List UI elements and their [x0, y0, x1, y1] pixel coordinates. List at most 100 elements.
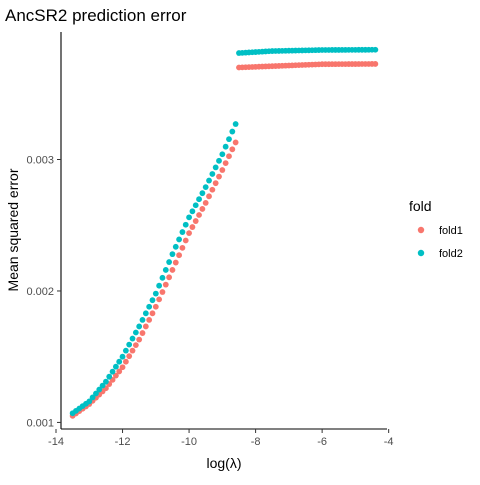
- data-point: [122, 358, 129, 365]
- legend-label-fold2: fold2: [439, 248, 463, 260]
- data-point: [159, 274, 166, 281]
- data-point: [132, 342, 139, 349]
- data-point: [206, 177, 212, 184]
- data-point: [212, 180, 219, 187]
- data-point: [136, 323, 143, 330]
- points-layer: [69, 46, 379, 419]
- data-point: [232, 121, 239, 127]
- data-point: [222, 143, 229, 150]
- chart-title: AncSR2 prediction error: [5, 6, 187, 25]
- x-tick-label: -8: [251, 436, 261, 448]
- legend-key-fold2: [417, 249, 425, 257]
- data-point: [189, 224, 196, 230]
- x-axis-ticks: -14 -12 -10 -8 -6 -4: [48, 429, 394, 448]
- data-point: [176, 252, 182, 259]
- data-point: [139, 330, 146, 336]
- data-point: [112, 363, 119, 370]
- data-point: [126, 353, 133, 360]
- data-point: [186, 230, 192, 237]
- legend: fold fold1 fold2: [409, 198, 463, 260]
- data-point: [156, 282, 163, 289]
- data-point: [129, 335, 136, 342]
- data-point: [156, 296, 163, 303]
- data-point: [192, 202, 199, 209]
- data-point: [186, 214, 192, 221]
- series-fold2: [69, 46, 379, 417]
- y-tick-label: 0.002: [26, 286, 54, 298]
- x-axis-label: log(λ): [206, 455, 241, 471]
- y-tick-label: 0.001: [26, 417, 54, 429]
- legend-key-fold1: [417, 226, 425, 234]
- data-point: [152, 290, 159, 297]
- data-point: [202, 184, 209, 191]
- data-point: [216, 157, 222, 164]
- data-point: [162, 267, 169, 273]
- data-point: [146, 316, 153, 323]
- data-point: [146, 303, 153, 310]
- legend-items: fold1 fold2: [417, 225, 463, 260]
- data-point: [229, 128, 236, 135]
- data-point: [139, 316, 146, 323]
- data-point: [159, 289, 166, 295]
- data-point: [119, 353, 126, 360]
- data-point: [372, 46, 379, 53]
- data-point: [142, 323, 149, 330]
- data-point: [172, 259, 179, 266]
- data-point: [89, 394, 96, 401]
- data-point: [162, 281, 169, 288]
- data-point: [149, 310, 156, 317]
- data-point: [116, 368, 123, 375]
- data-point: [122, 347, 129, 354]
- data-point: [106, 373, 113, 380]
- data-point: [189, 208, 196, 215]
- data-point: [226, 136, 232, 143]
- data-point: [169, 251, 176, 258]
- data-point: [372, 61, 379, 67]
- data-point: [202, 199, 209, 206]
- data-point: [182, 237, 189, 244]
- data-point: [209, 171, 216, 177]
- data-point: [179, 229, 186, 235]
- data-point: [169, 267, 176, 273]
- data-point: [172, 243, 179, 250]
- data-point: [219, 167, 226, 173]
- data-point: [136, 336, 143, 343]
- data-point: [93, 390, 99, 397]
- x-tick-label: -10: [181, 436, 197, 448]
- series-fold1: [69, 61, 379, 419]
- data-point: [212, 164, 219, 171]
- data-point: [209, 186, 216, 193]
- x-tick-label: -6: [317, 436, 327, 448]
- y-tick-label: 0.003: [26, 155, 54, 167]
- data-point: [142, 310, 149, 317]
- data-point: [116, 358, 123, 365]
- data-point: [86, 398, 93, 405]
- data-point: [129, 347, 136, 354]
- data-point: [192, 218, 199, 224]
- data-point: [166, 259, 173, 265]
- legend-label-fold1: fold1: [439, 225, 463, 237]
- data-point: [196, 196, 202, 203]
- data-point: [219, 151, 226, 158]
- y-axis-ticks: 0.001 0.002 0.003: [26, 155, 61, 429]
- data-point: [126, 341, 133, 348]
- data-point: [179, 244, 186, 251]
- data-point: [96, 386, 103, 393]
- x-tick-label: -14: [48, 436, 64, 448]
- data-point: [176, 236, 182, 243]
- data-point: [222, 160, 229, 167]
- data-point: [206, 193, 212, 200]
- data-point: [229, 146, 236, 153]
- data-point: [196, 212, 202, 218]
- data-point: [232, 139, 239, 146]
- data-point: [152, 303, 159, 310]
- data-point: [199, 190, 206, 197]
- data-point: [119, 364, 126, 371]
- x-tick-label: -12: [115, 436, 131, 448]
- data-point: [109, 368, 116, 375]
- y-axis-label: Mean squared error: [5, 168, 21, 291]
- data-point: [226, 153, 232, 160]
- data-point: [199, 206, 206, 212]
- data-point: [99, 382, 106, 389]
